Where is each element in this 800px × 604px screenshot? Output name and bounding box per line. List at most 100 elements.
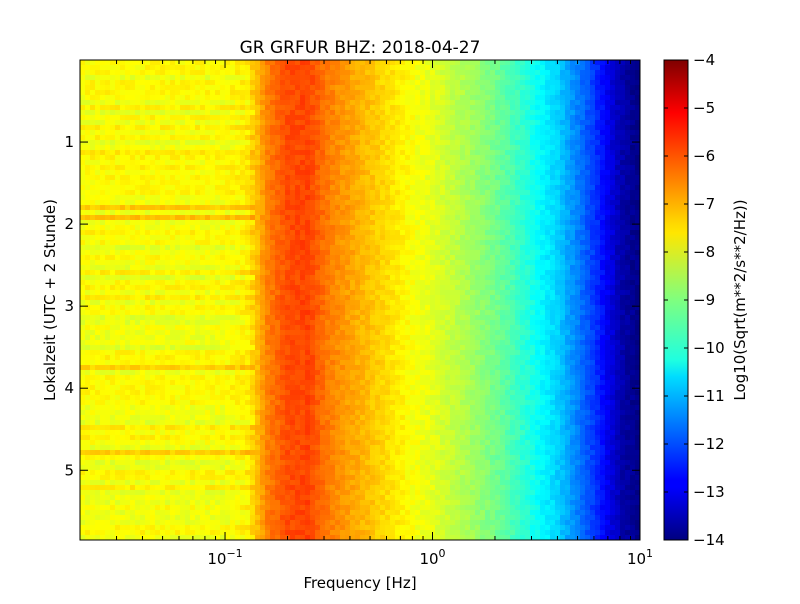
heatmap-cell bbox=[410, 135, 416, 141]
heatmap-cell bbox=[625, 150, 631, 156]
heatmap-cell bbox=[530, 105, 536, 111]
heatmap-cell bbox=[390, 250, 396, 256]
heatmap-cell bbox=[130, 275, 136, 281]
heatmap-cell bbox=[630, 75, 636, 81]
heatmap-cell bbox=[240, 235, 246, 241]
heatmap-cell bbox=[285, 110, 291, 116]
heatmap-cell bbox=[375, 120, 381, 126]
heatmap-cell bbox=[90, 170, 96, 176]
heatmap-cell bbox=[280, 80, 286, 86]
heatmap-cell bbox=[465, 185, 471, 191]
heatmap-cell bbox=[625, 225, 631, 231]
heatmap-cell bbox=[540, 95, 546, 101]
heatmap-cell bbox=[190, 280, 196, 286]
heatmap-cell bbox=[600, 95, 606, 101]
heatmap-cell bbox=[600, 195, 606, 201]
heatmap-cell bbox=[85, 185, 91, 191]
heatmap-cell bbox=[605, 120, 611, 126]
heatmap-cell bbox=[340, 115, 346, 121]
heatmap-cell bbox=[415, 140, 421, 146]
heatmap-cell bbox=[320, 190, 326, 196]
heatmap-cell bbox=[570, 180, 576, 186]
heatmap-cell bbox=[215, 145, 221, 151]
heatmap-cell bbox=[230, 105, 236, 111]
heatmap-cell bbox=[310, 190, 316, 196]
heatmap-cell bbox=[185, 265, 191, 271]
heatmap-cell bbox=[625, 230, 631, 236]
heatmap-cell bbox=[300, 220, 306, 226]
heatmap-cell bbox=[230, 175, 236, 181]
heatmap-cell bbox=[185, 190, 191, 196]
heatmap-cell bbox=[480, 255, 486, 261]
heatmap-cell bbox=[375, 245, 381, 251]
heatmap-cell bbox=[110, 280, 116, 286]
heatmap-cell bbox=[190, 75, 196, 81]
heatmap-cell bbox=[100, 115, 106, 121]
heatmap-cell bbox=[330, 175, 336, 181]
heatmap-cell bbox=[390, 150, 396, 156]
heatmap-cell bbox=[425, 95, 431, 101]
heatmap-cell bbox=[145, 125, 151, 131]
heatmap-cell bbox=[605, 125, 611, 131]
heatmap-cell bbox=[105, 180, 111, 186]
heatmap-cell bbox=[525, 165, 531, 171]
heatmap-cell bbox=[620, 155, 626, 161]
heatmap-cell bbox=[145, 180, 151, 186]
heatmap-cell bbox=[380, 235, 386, 241]
heatmap-cell bbox=[405, 260, 411, 266]
heatmap-cell bbox=[550, 235, 556, 241]
heatmap-cell bbox=[495, 220, 501, 226]
heatmap-cell bbox=[420, 205, 426, 211]
heatmap-cell bbox=[480, 245, 486, 251]
heatmap-cell bbox=[295, 265, 301, 271]
heatmap-cell bbox=[375, 235, 381, 241]
heatmap-cell bbox=[115, 60, 121, 66]
heatmap-cell bbox=[535, 155, 541, 161]
heatmap-cell bbox=[100, 255, 106, 261]
heatmap-cell bbox=[580, 130, 586, 136]
heatmap-cell bbox=[440, 135, 446, 141]
heatmap-cell bbox=[480, 175, 486, 181]
heatmap-cell bbox=[520, 200, 526, 206]
heatmap-cell bbox=[195, 270, 201, 276]
heatmap-cell bbox=[240, 165, 246, 171]
heatmap-cell bbox=[245, 235, 251, 241]
heatmap-cell bbox=[605, 165, 611, 171]
heatmap-cell bbox=[265, 245, 271, 251]
heatmap-cell bbox=[330, 155, 336, 161]
heatmap-cell bbox=[485, 110, 491, 116]
heatmap-cell bbox=[275, 120, 281, 126]
heatmap-cell bbox=[290, 85, 296, 91]
heatmap-cell bbox=[355, 190, 361, 196]
heatmap-cell bbox=[295, 185, 301, 191]
heatmap-cell bbox=[535, 260, 541, 266]
heatmap-cell bbox=[195, 215, 201, 221]
heatmap-cell bbox=[525, 135, 531, 141]
heatmap-cell bbox=[635, 170, 640, 176]
heatmap-cell bbox=[575, 255, 581, 261]
heatmap-cell bbox=[155, 220, 161, 226]
heatmap-cell bbox=[80, 255, 86, 261]
heatmap-cell bbox=[380, 190, 386, 196]
heatmap-cell bbox=[335, 210, 341, 216]
heatmap-cell bbox=[300, 210, 306, 216]
heatmap-cell bbox=[550, 95, 556, 101]
heatmap-cell bbox=[80, 260, 86, 266]
heatmap-cell bbox=[355, 270, 361, 276]
heatmap-cell bbox=[545, 165, 551, 171]
heatmap-cell bbox=[530, 60, 536, 66]
heatmap-cell bbox=[400, 215, 406, 221]
heatmap-cell bbox=[95, 255, 101, 261]
heatmap-cell bbox=[345, 135, 351, 141]
heatmap-cell bbox=[175, 265, 181, 271]
heatmap-cell bbox=[390, 255, 396, 261]
heatmap-cell bbox=[305, 190, 311, 196]
heatmap-cell bbox=[230, 150, 236, 156]
heatmap-cell bbox=[340, 135, 346, 141]
heatmap-cell bbox=[100, 235, 106, 241]
heatmap-cell bbox=[400, 260, 406, 266]
heatmap-cell bbox=[105, 85, 111, 91]
heatmap-cell bbox=[190, 150, 196, 156]
heatmap-cell bbox=[555, 135, 561, 141]
heatmap-cell bbox=[535, 230, 541, 236]
